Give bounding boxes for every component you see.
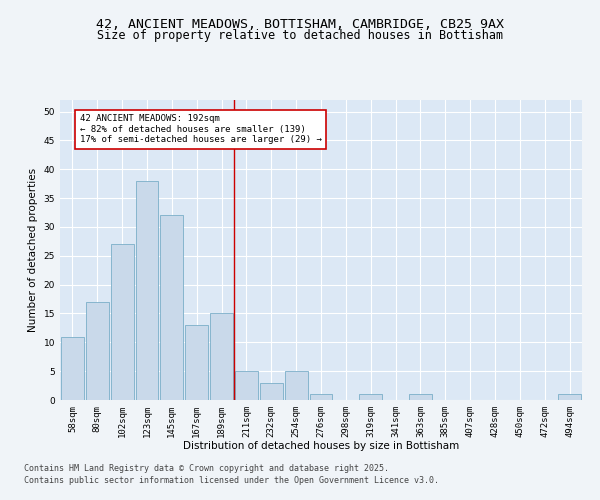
Text: Contains HM Land Registry data © Crown copyright and database right 2025.: Contains HM Land Registry data © Crown c… (24, 464, 389, 473)
Bar (235, 371, 258, 400)
Bar (86, 302, 109, 400)
Text: Contains public sector information licensed under the Open Government Licence v3: Contains public sector information licen… (24, 476, 439, 485)
X-axis label: Distribution of detached houses by size in Bottisham: Distribution of detached houses by size … (183, 442, 459, 452)
Text: 42 ANCIENT MEADOWS: 192sqm
← 82% of detached houses are smaller (139)
17% of sem: 42 ANCIENT MEADOWS: 192sqm ← 82% of deta… (80, 114, 322, 144)
Y-axis label: Number of detached properties: Number of detached properties (28, 168, 38, 332)
Bar (136, 181, 158, 400)
Bar (210, 314, 233, 400)
Bar (260, 382, 283, 400)
Bar (558, 394, 581, 400)
Text: 42, ANCIENT MEADOWS, BOTTISHAM, CAMBRIDGE, CB25 9AX: 42, ANCIENT MEADOWS, BOTTISHAM, CAMBRIDG… (96, 18, 504, 30)
Bar (409, 394, 432, 400)
Bar (310, 394, 332, 400)
Bar (61, 336, 84, 400)
Text: Size of property relative to detached houses in Bottisham: Size of property relative to detached ho… (97, 29, 503, 42)
Bar (185, 325, 208, 400)
Bar (285, 371, 308, 400)
Bar (359, 394, 382, 400)
Bar (111, 244, 134, 400)
Bar (160, 216, 183, 400)
